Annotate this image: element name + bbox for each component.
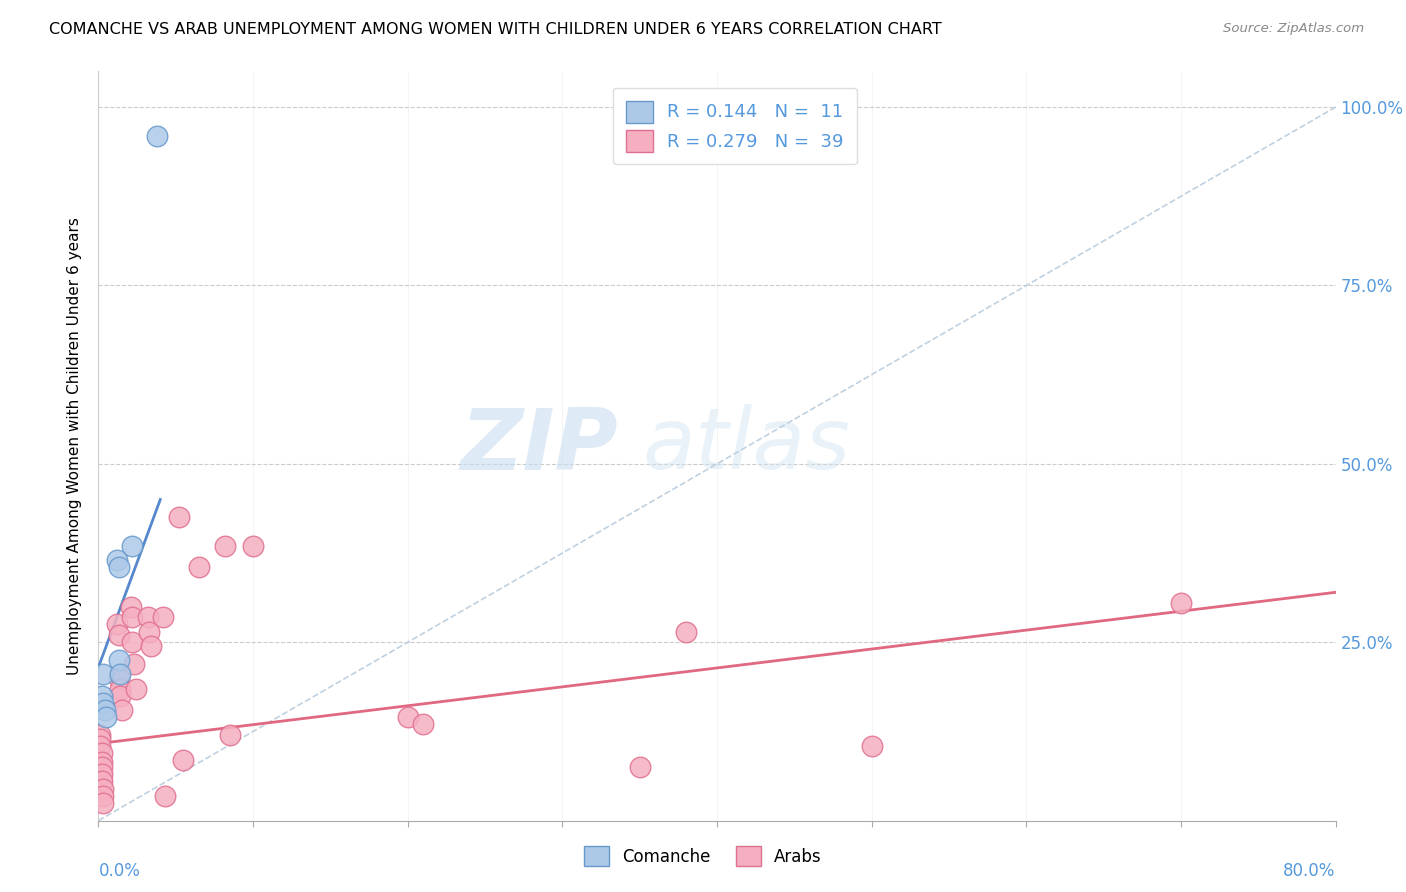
Point <box>675 624 697 639</box>
Text: 0.0%: 0.0% <box>98 862 141 880</box>
Point <box>138 624 160 639</box>
Point <box>107 560 129 574</box>
Point <box>90 760 112 774</box>
Point <box>107 628 129 642</box>
Point <box>91 796 114 810</box>
Text: ZIP: ZIP <box>460 404 619 488</box>
Point <box>90 767 112 781</box>
Point <box>219 728 242 742</box>
Text: Source: ZipAtlas.com: Source: ZipAtlas.com <box>1223 22 1364 36</box>
Point <box>121 635 143 649</box>
Point <box>146 128 169 143</box>
Legend: Comanche, Arabs: Comanche, Arabs <box>576 838 830 875</box>
Point <box>107 653 129 667</box>
Point <box>89 728 111 742</box>
Point <box>108 681 131 696</box>
Point <box>167 510 190 524</box>
Point <box>108 689 131 703</box>
Point <box>139 639 162 653</box>
Point <box>91 696 114 710</box>
Point <box>152 610 174 624</box>
Point <box>89 731 111 746</box>
Point <box>121 610 143 624</box>
Point <box>91 781 114 796</box>
Point <box>89 739 111 753</box>
Point <box>107 671 129 685</box>
Point <box>93 703 115 717</box>
Point <box>860 739 883 753</box>
Point <box>96 710 118 724</box>
Point <box>628 760 651 774</box>
Point <box>91 667 114 681</box>
Point <box>105 617 128 632</box>
Point <box>111 703 134 717</box>
Point <box>121 539 143 553</box>
Point <box>122 657 145 671</box>
Text: 80.0%: 80.0% <box>1284 862 1336 880</box>
Point <box>120 599 142 614</box>
Point <box>124 681 146 696</box>
Point <box>108 667 131 681</box>
Legend: R = 0.144   N =  11, R = 0.279   N =  39: R = 0.144 N = 11, R = 0.279 N = 39 <box>613 88 856 164</box>
Point <box>90 774 112 789</box>
Point <box>91 789 114 803</box>
Point <box>105 553 128 567</box>
Point <box>396 710 419 724</box>
Point <box>153 789 176 803</box>
Point <box>214 539 236 553</box>
Point <box>136 610 159 624</box>
Point <box>90 746 112 760</box>
Point <box>173 753 195 767</box>
Y-axis label: Unemployment Among Women with Children Under 6 years: Unemployment Among Women with Children U… <box>67 217 83 675</box>
Point <box>412 717 434 731</box>
Point <box>1170 596 1192 610</box>
Point <box>242 539 264 553</box>
Point <box>90 755 112 769</box>
Point <box>90 689 112 703</box>
Text: COMANCHE VS ARAB UNEMPLOYMENT AMONG WOMEN WITH CHILDREN UNDER 6 YEARS CORRELATIO: COMANCHE VS ARAB UNEMPLOYMENT AMONG WOME… <box>49 22 942 37</box>
Point <box>188 560 211 574</box>
Text: atlas: atlas <box>643 404 851 488</box>
